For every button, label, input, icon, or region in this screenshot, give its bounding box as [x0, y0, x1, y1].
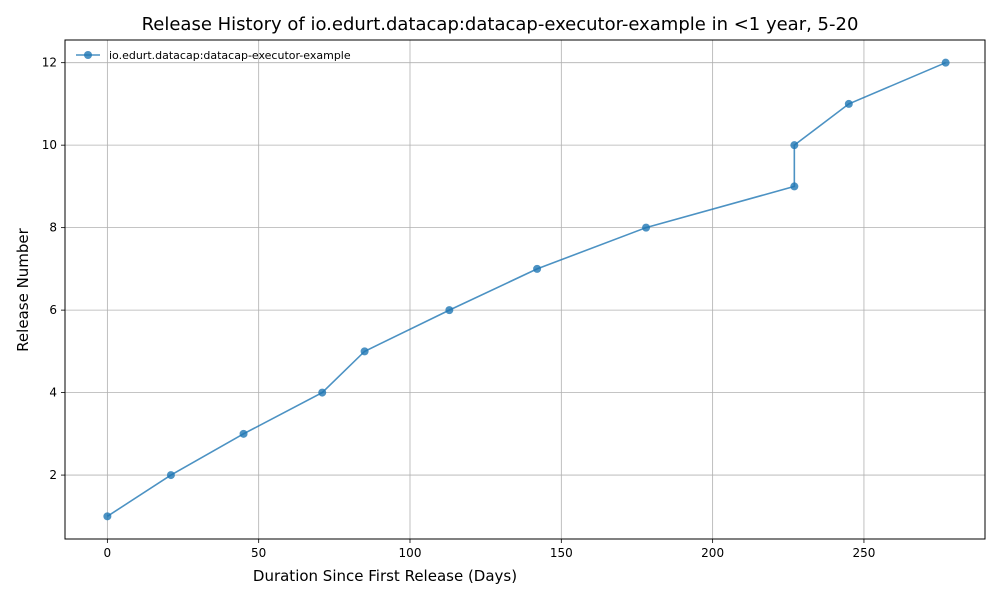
x-tick-label: 250 [852, 546, 875, 560]
series-layer [103, 58, 950, 521]
y-tick-label: 4 [49, 386, 57, 400]
data-point [166, 471, 175, 480]
y-tick-label: 2 [49, 468, 57, 482]
x-axis-ticks: 0 50 100 150 200 250 [104, 539, 875, 560]
plot-frame [64, 39, 986, 540]
y-axis-ticks: 2 4 6 8 10 12 [42, 56, 65, 482]
legend-label: io.edurt.datacap:datacap-executor-exampl… [109, 49, 351, 62]
x-axis-label: Duration Since First Release (Days) [253, 567, 517, 585]
x-tick-label: 0 [104, 546, 112, 560]
data-point [642, 223, 651, 232]
data-point [445, 306, 454, 315]
series-line [106, 61, 946, 517]
data-point [533, 264, 542, 273]
x-tick-label: 200 [701, 546, 724, 560]
legend: io.edurt.datacap:datacap-executor-exampl… [76, 49, 351, 62]
x-tick-label: 150 [550, 546, 573, 560]
legend-marker-swatch [84, 51, 92, 59]
y-axis-label: Release Number [14, 227, 32, 351]
y-tick-label: 6 [49, 303, 57, 317]
x-tick-label: 100 [399, 546, 422, 560]
data-point [790, 182, 799, 191]
data-point [103, 512, 112, 521]
y-tick-label: 8 [49, 221, 57, 235]
data-point [360, 347, 369, 356]
chart-title: Release History of io.edurt.datacap:data… [142, 14, 859, 35]
data-point [318, 388, 327, 397]
y-tick-label: 12 [42, 56, 57, 70]
y-tick-label: 10 [42, 138, 57, 152]
data-point [941, 58, 950, 67]
data-point [790, 141, 799, 150]
x-tick-label: 50 [251, 546, 266, 560]
grid [65, 40, 985, 539]
data-point [844, 99, 853, 108]
data-point [239, 429, 248, 438]
